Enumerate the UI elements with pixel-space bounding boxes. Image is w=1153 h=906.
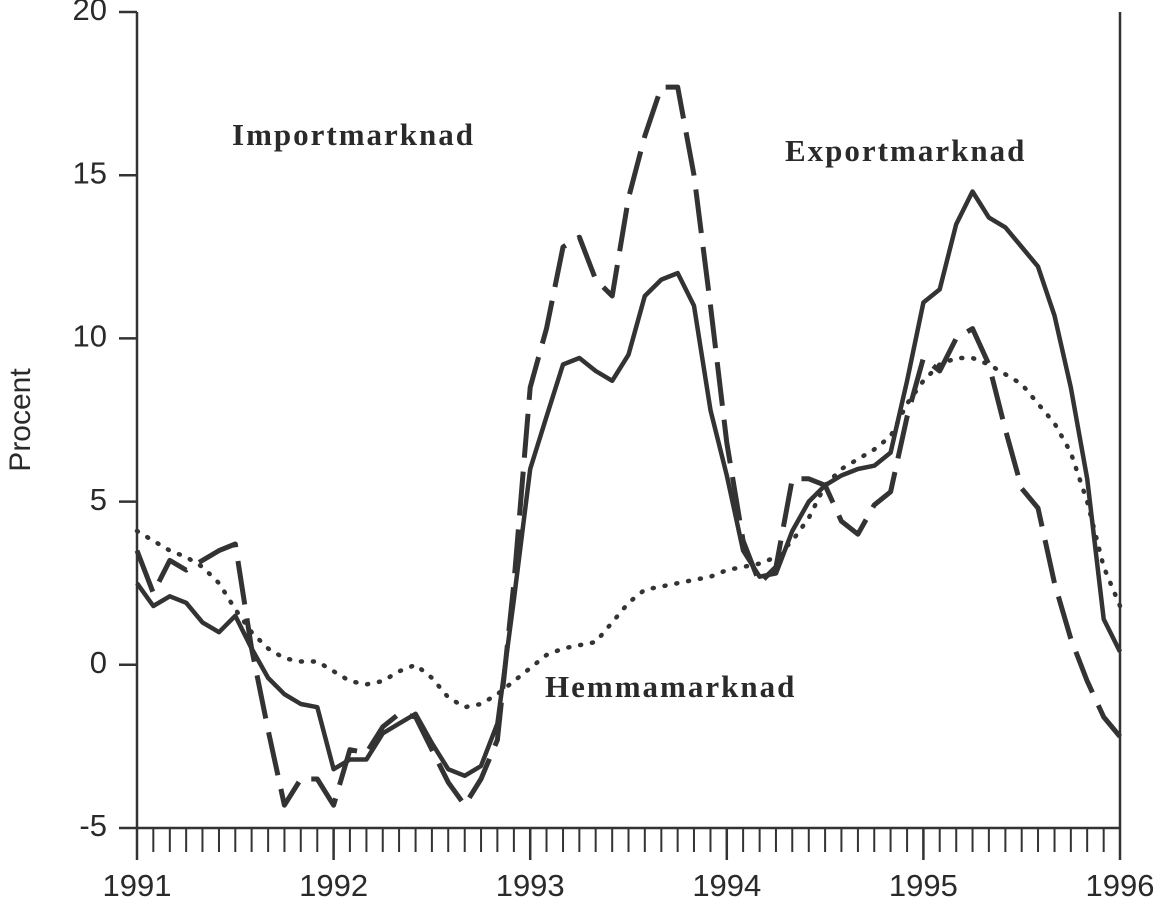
x-tick-label: 1993 xyxy=(496,868,565,903)
series-label: Importmarknad xyxy=(232,117,475,152)
y-tick-label: 10 xyxy=(73,319,107,354)
y-tick-label: -5 xyxy=(79,808,107,843)
x-tick-label: 1996 xyxy=(1086,868,1153,903)
y-tick-label: 0 xyxy=(90,645,107,680)
series-line xyxy=(134,355,1123,710)
x-tick-label: 1995 xyxy=(889,868,958,903)
series-label: Hemmamarknad xyxy=(545,669,796,704)
series-label: Exportmarknad xyxy=(785,133,1026,168)
series-line xyxy=(135,189,1123,779)
y-tick-label: 15 xyxy=(73,155,107,190)
x-tick-label: 1992 xyxy=(299,868,368,903)
x-tick-label: 1991 xyxy=(103,868,172,903)
y-axis-label: Procent xyxy=(4,368,37,472)
y-tick-label: 20 xyxy=(73,0,107,27)
x-tick-label: 1994 xyxy=(692,868,761,903)
y-tick-label: 5 xyxy=(90,482,107,517)
